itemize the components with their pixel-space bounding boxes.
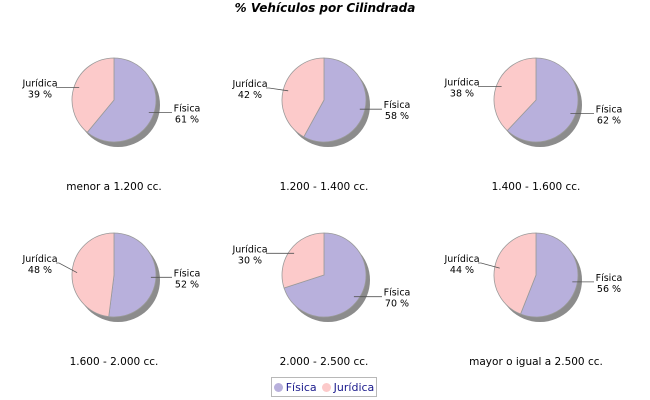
legend-swatch-juridica [321,382,331,392]
slice-label-fisica: Física [174,104,201,115]
category-label: 1.200 - 1.400 cc. [280,181,369,193]
slice-value-juridica: 30 % [238,255,262,266]
slice-label-fisica: Física [384,100,411,111]
leader-line-juridica [56,262,78,274]
legend-label-juridica: Jurídica [333,380,375,394]
leader-line-juridica [478,262,500,269]
slice-value-fisica: 56 % [597,284,621,295]
category-label: mayor o igual a 2.500 cc. [469,356,603,368]
pie-slice-juridica [71,57,115,133]
pie-slice-juridica [71,232,115,318]
legend-swatch-fisica [273,382,283,392]
slice-value-fisica: 52 % [175,279,199,290]
category-label: 2.000 - 2.500 cc. [280,356,369,368]
category-label: menor a 1.200 cc. [66,181,161,193]
slice-value-fisica: 61 % [175,115,199,126]
slice-label-juridica: Jurídica [21,78,57,89]
pie-slice-juridica [281,57,325,138]
slice-label-fisica: Física [596,105,623,116]
slice-label-juridica: Jurídica [21,254,57,265]
slice-label-juridica: Jurídica [443,254,479,265]
pie-slice-fisica [303,57,367,143]
pie-slice-juridica [493,57,537,132]
slice-value-juridica: 42 % [238,90,262,101]
pie-slice-fisica [520,232,579,318]
legend: Física Jurídica [271,377,377,397]
slice-label-fisica: Física [384,288,411,299]
slice-label-fisica: Física [174,268,201,279]
slice-value-juridica: 44 % [450,265,474,276]
legend-label-fisica: Física [285,380,317,394]
category-label: 1.600 - 2.000 cc. [70,356,159,368]
leader-line-juridica [266,87,289,92]
slice-label-fisica: Física [596,273,623,284]
slice-label-juridica: Jurídica [231,79,267,90]
slice-value-fisica: 62 % [597,116,621,127]
pie-slice-fisica [506,57,579,143]
legend-item-juridica: Jurídica [321,380,375,394]
slice-value-juridica: 48 % [28,265,52,276]
category-label: 1.400 - 1.600 cc. [492,181,581,193]
pie-slice-fisica [283,232,367,318]
slice-value-juridica: 38 % [450,88,474,99]
slice-value-fisica: 58 % [385,111,409,122]
slice-value-juridica: 39 % [28,89,52,100]
slice-label-juridica: Jurídica [231,244,267,255]
pie-slice-juridica [281,232,325,289]
legend-item-fisica: Física [273,380,317,394]
slice-value-fisica: 70 % [385,299,409,310]
pie-slice-fisica [86,57,157,143]
chart-title: % Vehículos por Cilindrada [234,1,416,15]
slice-label-juridica: Jurídica [443,77,479,88]
